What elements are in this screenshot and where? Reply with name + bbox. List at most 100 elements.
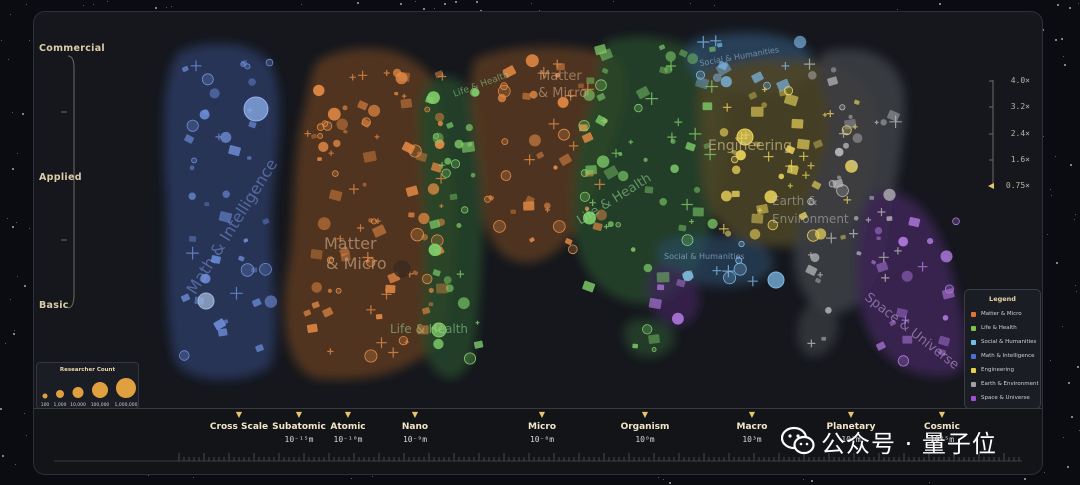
research-topic-icon[interactable] (317, 133, 324, 139)
research-topic-icon[interactable] (536, 151, 545, 159)
research-topic-icon[interactable] (658, 44, 666, 51)
research-topic-icon[interactable] (304, 130, 311, 137)
research-topic-icon[interactable] (361, 118, 371, 128)
research-topic-icon[interactable] (856, 251, 862, 256)
research-topic-icon[interactable] (552, 220, 566, 233)
research-topic-icon[interactable] (410, 227, 425, 242)
research-topic-icon[interactable] (217, 328, 228, 337)
research-topic-icon[interactable] (876, 236, 881, 241)
research-topic-icon[interactable] (374, 134, 380, 140)
research-topic-icon[interactable] (901, 316, 910, 324)
research-topic-icon[interactable] (852, 133, 863, 143)
research-topic-icon[interactable] (311, 282, 323, 293)
research-topic-icon[interactable] (595, 114, 608, 127)
research-topic-icon[interactable] (666, 61, 676, 72)
research-topic-icon[interactable] (306, 323, 318, 334)
research-topic-icon[interactable] (634, 103, 643, 113)
research-topic-icon[interactable] (689, 219, 694, 224)
research-topic-icon[interactable] (781, 62, 790, 70)
research-topic-icon[interactable] (553, 165, 558, 170)
research-topic-icon[interactable] (596, 92, 606, 102)
research-topic-icon[interactable] (880, 119, 887, 126)
research-topic-icon[interactable] (435, 173, 447, 184)
research-topic-icon[interactable] (349, 184, 359, 195)
research-topic-icon[interactable] (428, 243, 442, 257)
legend-item[interactable]: Life & Health (965, 321, 1040, 335)
research-topic-icon[interactable] (441, 168, 451, 178)
scale-ruler[interactable] (34, 409, 1042, 475)
research-topic-icon[interactable] (388, 347, 399, 358)
research-topic-icon[interactable] (844, 118, 857, 130)
research-topic-icon-large[interactable] (767, 271, 785, 289)
research-topic-icon[interactable] (578, 83, 584, 89)
research-topic-icon[interactable] (603, 165, 619, 180)
research-topic-icon[interactable] (850, 160, 857, 167)
research-topic-icon[interactable] (529, 237, 535, 243)
research-topic-icon[interactable] (827, 76, 839, 87)
research-topic-icon[interactable] (843, 142, 849, 149)
research-topic-icon[interactable] (817, 272, 824, 278)
research-topic-icon[interactable] (240, 61, 246, 67)
legend-item[interactable]: Social & Humanities (965, 335, 1040, 349)
research-topic-icon[interactable] (581, 132, 594, 143)
research-topic-icon[interactable] (659, 66, 668, 75)
research-topic-icon[interactable] (798, 211, 809, 221)
research-topic-icon[interactable] (241, 60, 248, 66)
research-topic-icon[interactable] (583, 89, 595, 101)
research-topic-icon[interactable] (731, 190, 740, 198)
scale-atomic[interactable]: ▼ Atomic 10⁻¹⁰m (330, 409, 365, 444)
research-topic-icon[interactable] (375, 218, 381, 224)
research-topic-icon[interactable] (688, 127, 702, 141)
research-topic-icon[interactable] (822, 112, 827, 117)
research-topic-icon[interactable] (722, 265, 735, 278)
scale-organism[interactable]: ▼ Organism 10⁰m (621, 409, 670, 444)
research-topic-icon[interactable] (733, 262, 747, 276)
research-topic-icon[interactable] (251, 267, 258, 273)
region-matter-micro-left[interactable] (284, 48, 455, 380)
research-topic-icon[interactable] (607, 221, 614, 228)
research-topic-icon[interactable] (342, 105, 348, 111)
research-topic-icon[interactable] (692, 207, 704, 217)
research-topic-icon[interactable] (796, 138, 810, 150)
research-topic-icon[interactable] (938, 349, 947, 356)
research-topic-icon[interactable] (941, 288, 955, 300)
research-topic-icon[interactable] (748, 91, 758, 100)
research-topic-icon[interactable] (811, 180, 822, 190)
research-topic-icon[interactable] (412, 270, 419, 276)
research-topic-icon[interactable] (648, 297, 662, 310)
legend-item[interactable]: Engineering (965, 363, 1040, 377)
research-topic-icon[interactable] (222, 190, 230, 198)
research-topic-icon[interactable] (528, 134, 541, 147)
research-topic-icon[interactable] (525, 54, 539, 68)
research-topic-icon[interactable] (181, 65, 189, 73)
research-topic-icon[interactable] (445, 284, 454, 293)
research-topic-icon[interactable] (401, 93, 407, 99)
research-topic-icon[interactable] (244, 63, 251, 70)
research-topic-icon[interactable] (372, 224, 387, 238)
research-topic-icon[interactable] (556, 63, 565, 71)
research-topic-icon[interactable] (917, 261, 928, 272)
research-topic-icon[interactable] (336, 118, 349, 131)
research-topic-icon[interactable] (408, 144, 422, 158)
research-topic-icon[interactable] (327, 288, 332, 293)
research-topic-icon[interactable] (368, 104, 381, 117)
research-topic-icon[interactable] (643, 157, 648, 162)
research-topic-icon[interactable] (356, 224, 365, 232)
research-topic-icon[interactable] (583, 211, 596, 225)
research-topic-icon[interactable] (594, 179, 606, 190)
research-topic-icon[interactable] (428, 302, 434, 307)
research-topic-icon[interactable] (579, 191, 591, 202)
zoom-track[interactable] (980, 76, 1030, 196)
research-topic-icon[interactable] (693, 186, 701, 193)
research-topic-icon[interactable] (204, 202, 210, 207)
research-topic-icon[interactable] (317, 217, 331, 231)
research-topic-icon[interactable] (213, 318, 226, 331)
research-topic-icon[interactable] (942, 315, 949, 321)
research-topic-icon[interactable] (601, 67, 609, 75)
research-topic-icon[interactable] (722, 103, 732, 112)
research-topic-icon[interactable] (665, 51, 676, 62)
research-topic-icon[interactable] (836, 175, 842, 180)
research-topic-icon[interactable] (565, 90, 576, 101)
research-topic-icon[interactable] (501, 138, 509, 146)
research-topic-icon[interactable] (322, 307, 334, 318)
